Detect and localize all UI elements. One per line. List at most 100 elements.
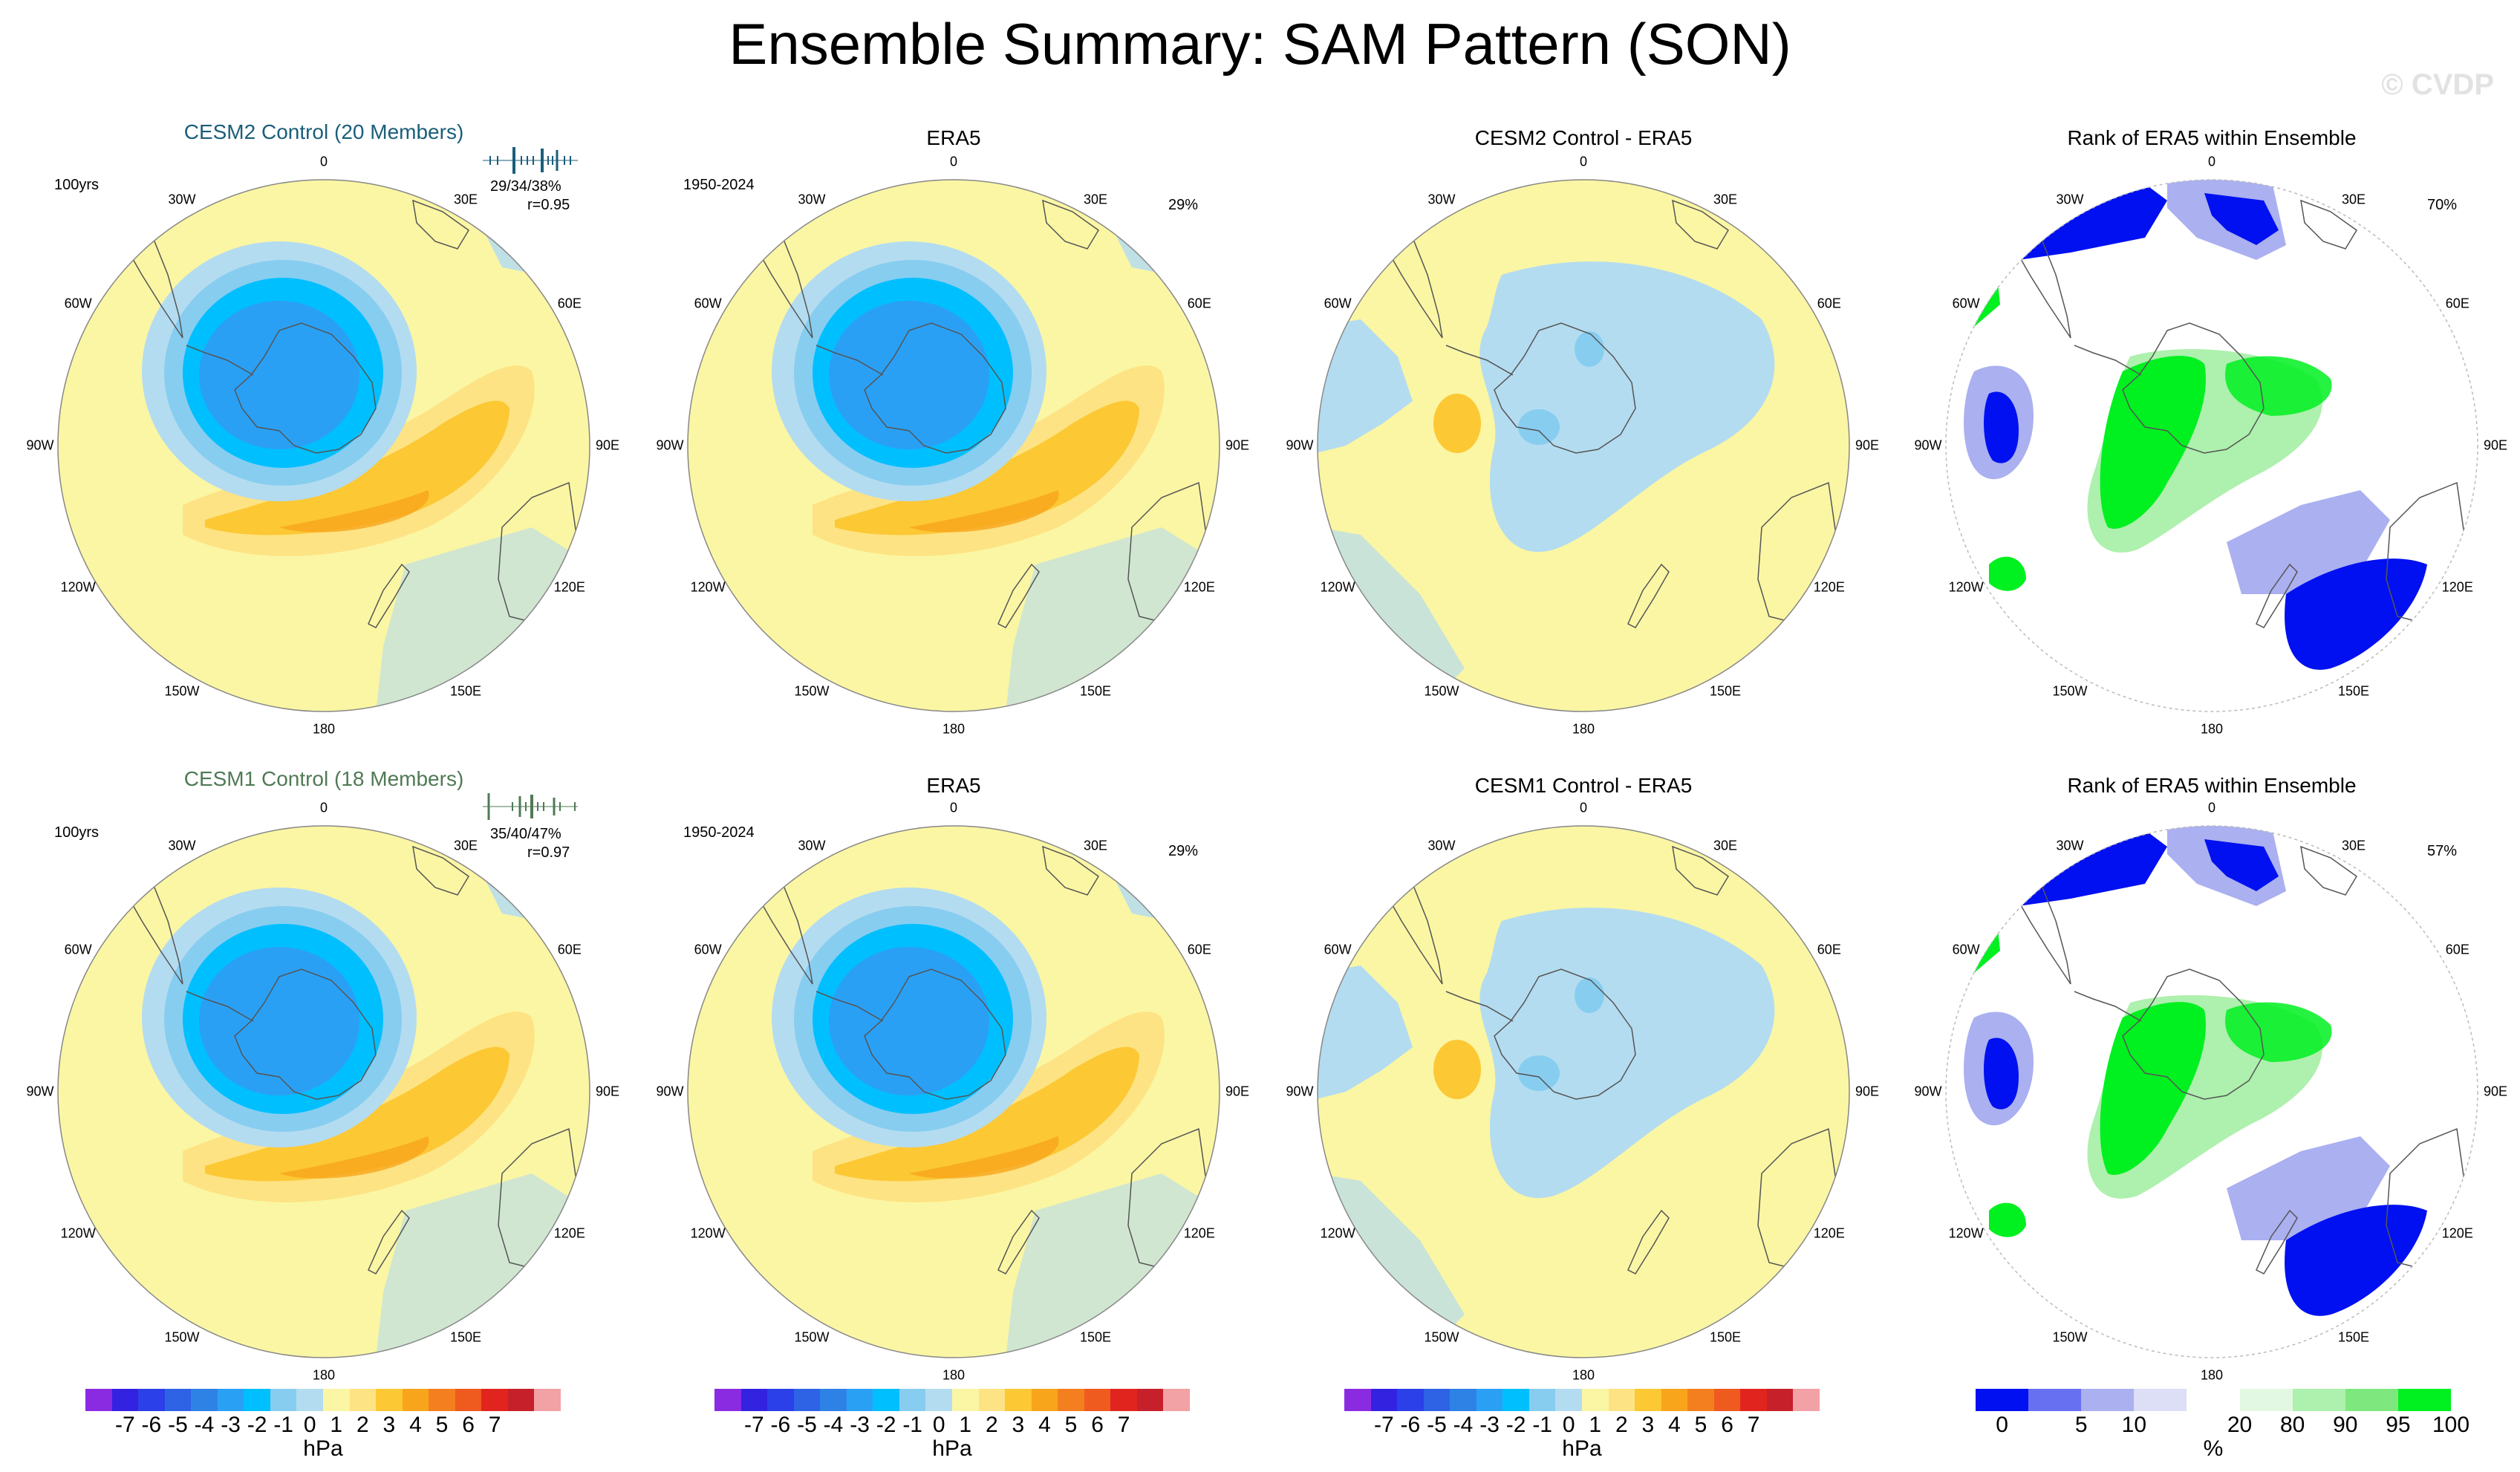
lon-label: 0	[949, 800, 958, 815]
era-pct-label: 29%	[1168, 197, 1199, 213]
colorbar-tick-label: -2	[247, 1413, 267, 1437]
colorbar-tick-label: 10	[2121, 1413, 2147, 1437]
colorbar-tick-label: 4	[1668, 1413, 1681, 1437]
colorbar-tick-label: 0	[932, 1413, 945, 1437]
colorbar-segment	[349, 1389, 377, 1411]
colorbar-segment	[1005, 1389, 1032, 1411]
colorbar-segment	[925, 1389, 952, 1411]
colorbar-segment	[740, 1389, 768, 1411]
colorbar-tick-label: -4	[1453, 1413, 1474, 1437]
colorbar-segment	[1528, 1389, 1556, 1411]
colorbar-tick-label: -5	[797, 1413, 817, 1437]
lon-label: 120W	[1320, 579, 1355, 595]
lon-label: 150W	[164, 1329, 200, 1345]
lon-label: 0	[949, 154, 958, 169]
colorbar-tick-label: 3	[382, 1413, 396, 1437]
colorbar-tick-label: 0	[303, 1413, 316, 1437]
lon-label: 180	[2200, 1367, 2224, 1383]
colorbar-tick-label: 5	[435, 1413, 449, 1437]
colorbar	[714, 1389, 1190, 1411]
colorbar-tick-label: 0	[1562, 1413, 1575, 1437]
member-spread-strip	[483, 793, 578, 820]
colorbar-tick-label: 6	[462, 1413, 475, 1437]
colorbar-unit-label: %	[2203, 1436, 2224, 1461]
colorbar-tick-label: 7	[488, 1413, 501, 1437]
panel-title-rank: Rank of ERA5 within Ensemble	[2067, 774, 2357, 797]
colorbar-tick-label: 5	[2074, 1413, 2088, 1437]
colorbar-tick-label: 80	[2279, 1413, 2305, 1437]
colorbar-segment	[978, 1389, 1006, 1411]
colorbar-segment	[873, 1389, 899, 1411]
colorbar-segment	[481, 1389, 508, 1411]
lon-label: 180	[942, 1367, 966, 1383]
colorbar-tick-label: 1	[1589, 1413, 1602, 1437]
panel-title-era5: ERA5	[926, 126, 981, 149]
colorbar-tick-label: 2	[356, 1413, 369, 1437]
lon-label: 90W	[1914, 1084, 1942, 1099]
lon-label: 90E	[1225, 437, 1250, 453]
colorbar-segment	[1397, 1389, 1424, 1411]
lon-label: 150W	[1424, 683, 1459, 699]
colorbar-segment	[191, 1389, 218, 1411]
lon-label: 90E	[1855, 437, 1880, 453]
lon-label: 60E	[557, 296, 582, 311]
colorbar-tick-label: -1	[902, 1413, 922, 1437]
colorbar-segment	[899, 1389, 926, 1411]
lon-label: 30E	[1713, 192, 1738, 207]
colorbar-segment	[1450, 1389, 1476, 1411]
model-years-label: 100yrs	[54, 824, 100, 841]
lon-label: 30W	[2056, 192, 2084, 207]
lon-label: 120W	[1948, 579, 1984, 595]
model-years-label: 100yrs	[54, 177, 100, 193]
lon-label: 30W	[168, 192, 196, 207]
lon-label: 90E	[595, 437, 620, 453]
lon-label: 60E	[2445, 296, 2469, 311]
lon-label: 90W	[656, 437, 684, 453]
colorbar-tick-label: -5	[168, 1413, 188, 1437]
colorbar	[1344, 1389, 1820, 1411]
lon-label: 180	[942, 721, 966, 737]
era-pct-label: 29%	[1168, 843, 1199, 859]
colorbar-tick-label: 95	[2386, 1413, 2411, 1437]
lon-label: 120W	[1948, 1225, 1984, 1241]
lon-label: 0	[1579, 800, 1588, 815]
colorbar-segment	[402, 1389, 429, 1411]
colorbar-segment	[1476, 1389, 1503, 1411]
colorbar-tick-label: 90	[2333, 1413, 2358, 1437]
colorbar-unit-label: hPa	[303, 1436, 343, 1461]
colorbar-tick-label: 6	[1721, 1413, 1733, 1437]
map-diff	[1317, 825, 1850, 1358]
lon-label: 60W	[1324, 296, 1352, 311]
lon-label: 60E	[1817, 942, 1841, 957]
lon-label: 30W	[798, 192, 826, 207]
colorbar-segment	[2345, 1389, 2398, 1411]
lon-label: 90W	[26, 1084, 54, 1099]
colorbar-segment	[244, 1389, 270, 1411]
lon-label: 180	[1572, 721, 1595, 737]
lon-label: 150E	[2337, 683, 2370, 699]
colorbar-tick-label: 4	[1038, 1413, 1051, 1437]
colorbar-segment	[1976, 1389, 2029, 1411]
lon-label: 150E	[449, 1329, 482, 1345]
lon-label: 180	[312, 1367, 336, 1383]
colorbar-segment	[1793, 1389, 1820, 1411]
lon-label: 150W	[2052, 1329, 2088, 1345]
panel-title-cesm1: CESM1 Control (18 Members)	[183, 767, 464, 790]
lon-label: 30W	[1427, 838, 1456, 853]
colorbar-segment	[1582, 1389, 1609, 1411]
colorbar-segment	[455, 1389, 482, 1411]
map-cesm1-control	[57, 825, 590, 1358]
colorbar-tick-label: 7	[1117, 1413, 1130, 1437]
colorbar-segment	[429, 1389, 455, 1411]
model-stats-label: 35/40/47%	[490, 826, 561, 842]
colorbar-tick-label: -3	[221, 1413, 241, 1437]
lon-label: 150W	[794, 1329, 830, 1345]
lon-label: 120E	[1183, 1225, 1215, 1241]
map-rank	[1945, 179, 2478, 712]
lon-label: 120E	[2441, 579, 2473, 595]
colorbar-tick-label: -3	[1479, 1413, 1500, 1437]
lon-label: 60E	[2445, 942, 2469, 957]
colorbar-tick-label: -6	[141, 1413, 162, 1437]
colorbar-segment	[1766, 1389, 1794, 1411]
colorbar-segment	[952, 1389, 979, 1411]
